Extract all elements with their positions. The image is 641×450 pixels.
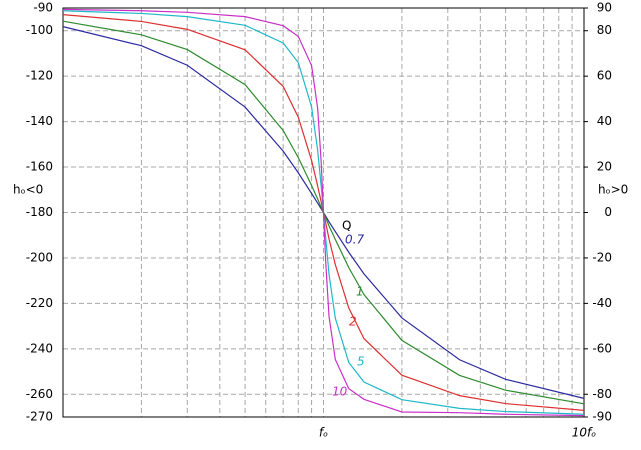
series-line [62, 8, 585, 417]
y-tick-label: -180 [26, 205, 53, 219]
y2-tick-label: 80 [597, 23, 612, 37]
y-tick-label: -200 [26, 250, 53, 264]
y-tick-label: -270 [26, 410, 53, 424]
y2-tick-label: 90 [597, 1, 612, 15]
y2-tick-label: -40 [592, 296, 612, 310]
y-tick-label: -240 [26, 341, 53, 355]
y-tick-label: -120 [26, 69, 53, 83]
y-tick-label: -90 [33, 1, 53, 15]
y-tick-label: -140 [26, 114, 53, 128]
y2-axis-label: hₒ>0 [598, 183, 628, 197]
y2-tick-label: 0 [604, 205, 612, 219]
y2-tick-label: 40 [597, 114, 612, 128]
series-label: 10 [332, 385, 348, 399]
y-tick-label: -220 [26, 296, 53, 310]
y2-tick-label: -80 [592, 387, 612, 401]
y-tick-label: -260 [26, 387, 53, 401]
series-label: 5 [357, 355, 365, 369]
x-tick-label: fₒ [319, 426, 328, 440]
series-label: 2 [349, 315, 357, 329]
plot-frame [62, 7, 585, 418]
y2-tick-label: -90 [592, 410, 612, 424]
y-axis-label: hₒ<0 [13, 183, 43, 197]
y2-tick-label: -20 [592, 250, 612, 264]
y2-tick-label: -60 [592, 341, 612, 355]
y2-tick-label: 60 [597, 69, 612, 83]
y2-tick-label: 20 [597, 160, 612, 174]
y-tick-label: -160 [26, 160, 53, 174]
annotation: Q [342, 219, 351, 233]
y-tick-label: -100 [26, 23, 53, 37]
series-label: 1 [356, 285, 364, 299]
x-tick-label: 10fₒ [572, 426, 596, 440]
series-label: 0.7 [345, 233, 364, 247]
